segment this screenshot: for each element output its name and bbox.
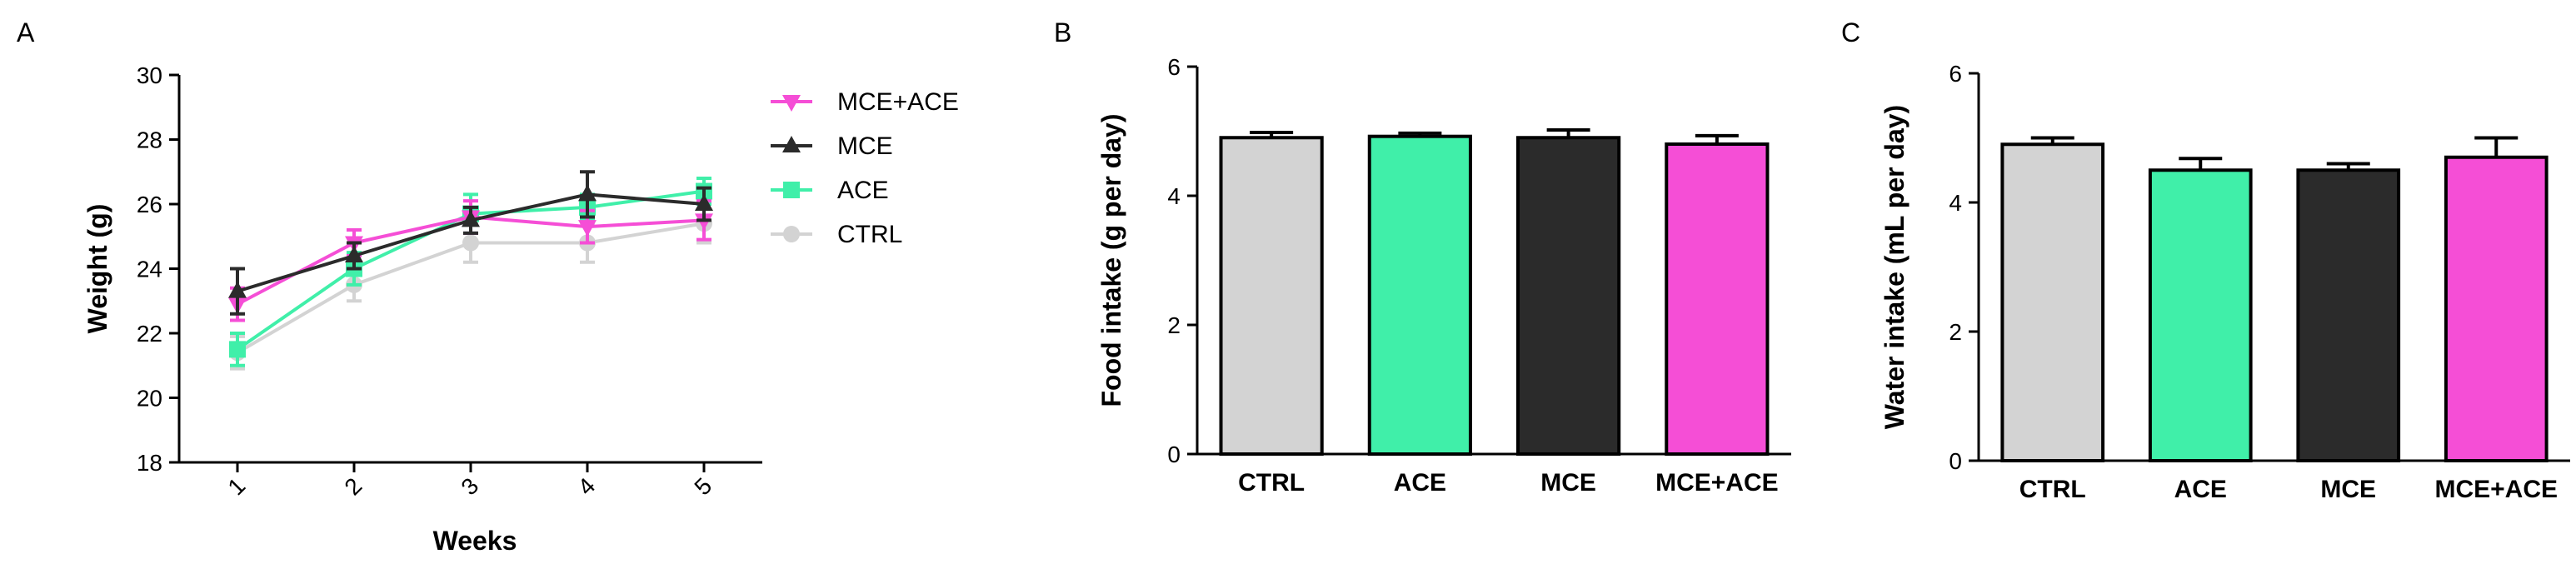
x-tick-label: 3 [456,472,483,500]
bar [1516,136,1621,456]
category-label: ACE [1394,469,1446,497]
legend-label: CTRL [837,221,902,248]
bar [2444,155,2549,462]
y-tick-label: 30 [137,62,162,88]
category-label: ACE [2174,476,2227,503]
y-tick-label: 6 [1167,54,1181,80]
x-tick-label: 2 [339,472,367,500]
category-label: CTRL [2019,476,2086,503]
y-tick-label: 2 [1167,312,1181,338]
y-axis-title: Food intake (g per day) [1096,113,1126,407]
data-point [578,184,597,202]
bar [2148,168,2253,462]
x-tick-label: 1 [222,472,250,500]
data-point [578,220,597,237]
x-axis-title: Weeks [433,526,517,556]
data-point [462,234,479,252]
weight-line-chart: 18 20 22 24 26 28 30 1 2 3 4 5 Weeks Weight (g) MCE+AC… [82,62,959,556]
panel-letter-c: C [1841,17,1860,47]
y-tick-label: 6 [1949,61,1962,87]
category-label: MCE+ACE [1655,469,1779,497]
y-tick-label: 18 [137,450,162,476]
y-tick-label: 24 [137,257,162,282]
data-point [783,182,800,198]
y-axis-title: Water intake (mL per day) [1880,105,1910,429]
data-point [695,194,713,211]
bar [1219,136,1324,456]
y-tick-label: 22 [137,321,162,347]
food-intake-bar-chart: CTRL ACE MCE MCE+ACE 0 2 4 6 Food intake (g per … [1096,54,1791,497]
bar [2000,142,2105,462]
data-point [229,341,246,358]
y-axis-title: Weight (g) [82,204,112,334]
category-label: MCE [1540,469,1596,497]
data-point [783,226,800,242]
water-intake-bar-chart: CTRL ACE MCE MCE+ACE 0 2 4 6 Water intake (mL pe… [1880,61,2570,503]
data-point [782,136,801,152]
legend-label: ACE [837,177,889,204]
x-tick-label: 4 [572,472,600,500]
y-tick-label: 28 [137,127,162,153]
y-tick-label: 0 [1949,448,1962,474]
y-tick-label: 2 [1949,319,1962,345]
data-point [345,246,363,262]
data-point [782,95,801,112]
bar [1665,142,1770,456]
data-point [228,281,247,298]
panel-letter-b: B [1054,17,1071,47]
y-tick-label: 26 [137,192,162,217]
y-tick-label: 0 [1167,442,1181,467]
category-label: MCE [2320,476,2376,503]
legend-label: MCE+ACE [837,88,959,116]
category-label: CTRL [1238,469,1305,497]
panel-letter-a: A [17,17,35,47]
y-tick-label: 4 [1949,190,1962,216]
x-tick-label: 5 [689,472,716,500]
y-tick-label: 4 [1167,183,1181,209]
data-point [462,210,480,227]
category-label: MCE+ACE [2434,476,2558,503]
y-tick-label: 20 [137,386,162,412]
legend-label: MCE [837,132,893,160]
bar [2296,168,2401,462]
bar [1367,134,1472,456]
